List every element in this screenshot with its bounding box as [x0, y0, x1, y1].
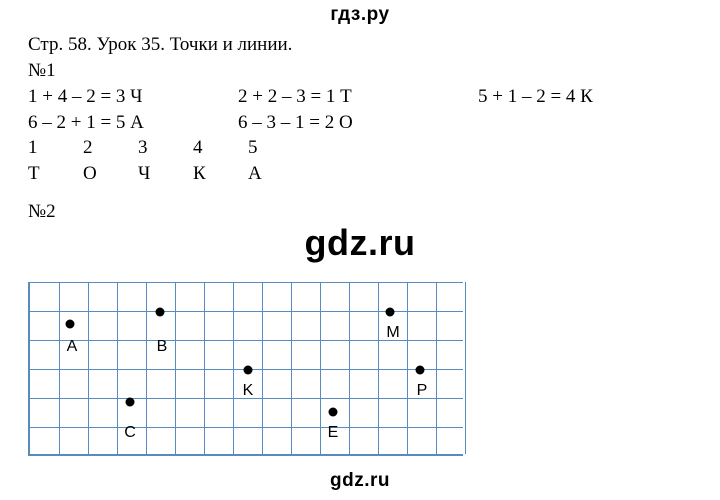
letters-row: Т О Ч К А: [28, 161, 692, 187]
point-dot-a: [66, 320, 75, 329]
num-cell: 2: [83, 135, 138, 161]
eq-cell: 6 – 3 – 1 = 2 О: [238, 110, 478, 136]
point-label-m: M: [386, 324, 399, 342]
grid-vline: [436, 282, 437, 454]
point-dot-m: [386, 308, 395, 317]
grid-hline: [30, 282, 463, 283]
grid-hline: [30, 311, 463, 312]
point-dot-p: [416, 366, 425, 375]
eq-cell: 6 – 2 + 1 = 5 А: [28, 110, 238, 136]
eq-cell: 5 + 1 – 2 = 4 К: [478, 84, 678, 110]
section-1-label: №1: [28, 60, 692, 82]
content-block: Стр. 58. Урок 35. Точки и линии. №1 1 + …: [28, 34, 692, 225]
grid-vline: [233, 282, 234, 454]
eq-cell: [478, 110, 678, 136]
point-label-p: P: [417, 382, 428, 400]
grid-vline: [146, 282, 147, 454]
points-grid: A B C K E M P: [28, 282, 463, 456]
let-cell: Ч: [138, 161, 193, 187]
page-heading: Стр. 58. Урок 35. Точки и линии.: [28, 34, 692, 56]
let-cell: Т: [28, 161, 83, 187]
grid-vline: [378, 282, 379, 454]
grid-vline: [59, 282, 60, 454]
let-cell: К: [193, 161, 248, 187]
num-cell: 4: [193, 135, 248, 161]
grid-hline: [30, 427, 463, 428]
numbers-row: 1 2 3 4 5: [28, 135, 692, 161]
point-label-e: E: [328, 424, 339, 442]
point-dot-k: [244, 366, 253, 375]
let-cell: А: [248, 161, 303, 187]
grid-vline: [465, 282, 466, 454]
eq-cell: 1 + 4 – 2 = 3 Ч: [28, 84, 238, 110]
point-label-c: C: [124, 424, 136, 442]
watermark-top: гдз.ру: [0, 4, 720, 26]
grid-vline: [407, 282, 408, 454]
eq-cell: 2 + 2 – 3 = 1 Т: [238, 84, 478, 110]
watermark-middle: gdz.ru: [0, 222, 720, 264]
num-cell: 3: [138, 135, 193, 161]
grid-vline: [88, 282, 89, 454]
grid-vline: [320, 282, 321, 454]
point-label-b: B: [157, 338, 168, 356]
grid-vline: [204, 282, 205, 454]
point-dot-e: [329, 408, 338, 417]
grid-vline: [175, 282, 176, 454]
point-dot-c: [126, 398, 135, 407]
equation-row-2: 6 – 2 + 1 = 5 А 6 – 3 – 1 = 2 О: [28, 110, 692, 136]
grid-vline: [117, 282, 118, 454]
grid-vline: [262, 282, 263, 454]
grid-vline: [349, 282, 350, 454]
section-2-label: №2: [28, 201, 692, 223]
point-label-a: A: [67, 338, 78, 356]
point-label-k: K: [243, 382, 254, 400]
watermark-bottom: gdz.ru: [0, 470, 720, 492]
let-cell: О: [83, 161, 138, 187]
equation-row-1: 1 + 4 – 2 = 3 Ч 2 + 2 – 3 = 1 Т 5 + 1 – …: [28, 84, 692, 110]
num-cell: 5: [248, 135, 303, 161]
grid-vline: [291, 282, 292, 454]
num-cell: 1: [28, 135, 83, 161]
point-dot-b: [156, 308, 165, 317]
